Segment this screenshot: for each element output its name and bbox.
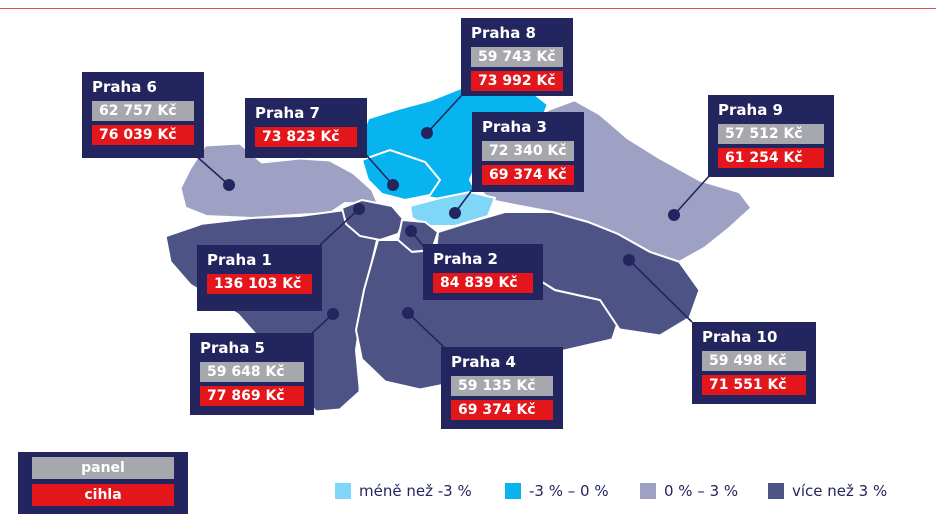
connector-lines	[194, 94, 711, 349]
district-name: Praha 4	[451, 353, 516, 371]
connector-praha-8	[426, 94, 463, 134]
callout-praha-1: Praha 1 136 103 Kč	[197, 245, 322, 311]
marker-praha-3	[449, 207, 461, 219]
connector-praha-6	[194, 154, 230, 186]
panel-price: 59 498 Kč	[702, 351, 806, 371]
district-name: Praha 6	[92, 78, 157, 96]
legend-label: více než 3 %	[792, 482, 888, 500]
callout-praha-8: Praha 8 59 743 Kč 73 992 Kč	[461, 18, 573, 96]
marker-praha-5	[327, 308, 339, 320]
connector-praha-10	[628, 259, 693, 323]
district-name: Praha 5	[200, 339, 265, 357]
district-name: Praha 1	[207, 251, 272, 269]
district-markers	[223, 127, 680, 320]
district-name: Praha 9	[718, 101, 783, 119]
marker-praha-8	[421, 127, 433, 139]
marker-praha-7	[387, 179, 399, 191]
brick-price: 77 869 Kč	[200, 386, 304, 406]
panel-price: 59 648 Kč	[200, 362, 304, 382]
marker-praha-10	[623, 254, 635, 266]
legend-swatch-dark-purple	[768, 483, 784, 499]
district-name: Praha 7	[255, 104, 320, 122]
legend-swatch-gray-purple	[640, 483, 656, 499]
brick-price: 73 992 Kč	[471, 71, 563, 91]
connector-praha-4	[407, 312, 446, 349]
legend-minus3-to-0: -3 % – 0 %	[505, 481, 609, 501]
callout-praha-4: Praha 4 59 135 Kč 69 374 Kč	[441, 347, 563, 429]
top-rule	[0, 8, 936, 9]
panel-price: 62 757 Kč	[92, 101, 194, 121]
legend-more-than-3: více než 3 %	[768, 481, 887, 501]
marker-praha-9	[668, 209, 680, 221]
brick-price: 69 374 Kč	[482, 165, 574, 185]
district-name: Praha 10	[702, 328, 778, 346]
connector-praha-1	[319, 208, 360, 246]
callout-praha-6: Praha 6 62 757 Kč 76 039 Kč	[82, 72, 204, 158]
callout-praha-2: Praha 2 84 839 Kč	[423, 244, 543, 300]
district-name: Praha 2	[433, 250, 498, 268]
brick-price: 76 039 Kč	[92, 125, 194, 145]
callout-praha-9: Praha 9 57 512 Kč 61 254 Kč	[708, 95, 834, 177]
brick-price: 73 823 Kč	[255, 127, 357, 147]
callout-praha-7: Praha 7 73 823 Kč	[245, 98, 367, 158]
brick-price: 136 103 Kč	[207, 274, 312, 294]
marker-praha-4	[402, 307, 414, 319]
district-name: Praha 8	[471, 24, 536, 42]
marker-praha-2	[405, 225, 417, 237]
legend-label: 0 % – 3 %	[664, 482, 739, 500]
marker-praha-1	[353, 203, 365, 215]
panel-price: 57 512 Kč	[718, 124, 824, 144]
brick-price: 71 551 Kč	[702, 375, 806, 395]
region-praha-7	[360, 148, 442, 202]
legend-less-than-minus3: méně než -3 %	[335, 481, 472, 501]
district-name: Praha 3	[482, 118, 547, 136]
legend-swatch-light-blue	[335, 483, 351, 499]
brick-price: 61 254 Kč	[718, 148, 824, 168]
legend-label: méně než -3 %	[359, 482, 472, 500]
connector-praha-9	[673, 174, 711, 216]
callout-praha-3: Praha 3 72 340 Kč 69 374 Kč	[472, 112, 584, 192]
panel-price: 72 340 Kč	[482, 141, 574, 161]
key-brick: cihla	[32, 484, 174, 506]
legend-zero-to-3: 0 % – 3 %	[640, 481, 738, 501]
marker-praha-6	[223, 179, 235, 191]
callout-praha-5: Praha 5 59 648 Kč 77 869 Kč	[190, 333, 314, 415]
panel-price: 59 743 Kč	[471, 47, 563, 67]
callout-praha-10: Praha 10 59 498 Kč 71 551 Kč	[692, 322, 816, 404]
brick-price: 69 374 Kč	[451, 400, 553, 420]
price-type-key: panel cihla	[18, 452, 188, 514]
legend-label: -3 % – 0 %	[529, 482, 609, 500]
legend-swatch-blue	[505, 483, 521, 499]
brick-price: 84 839 Kč	[433, 273, 533, 293]
key-panel: panel	[32, 457, 174, 479]
panel-price: 59 135 Kč	[451, 376, 553, 396]
